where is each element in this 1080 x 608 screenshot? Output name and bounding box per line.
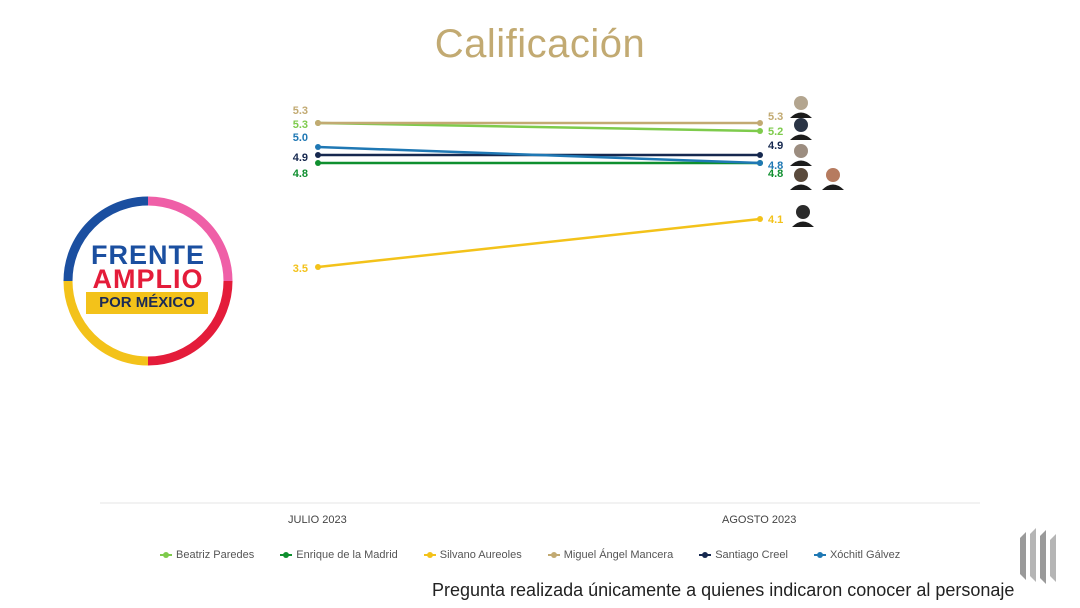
legend-swatch-icon [160,552,172,558]
series-point [315,160,321,166]
data-label: 4.9 [768,140,783,152]
legend-item-enrique-de-la-madrid[interactable]: Enrique de la Madrid [280,546,398,564]
avatars-layer [790,96,844,227]
avatar-head [794,96,808,110]
data-label: 3.5 [293,263,308,275]
avatar-head [796,205,810,219]
avatar-body [822,184,844,190]
avatar-body [790,134,812,140]
data-label: 4.8 [768,168,783,180]
avatar-head [826,168,840,182]
candidate-avatar [790,96,812,118]
data-label: 5.3 [293,105,308,117]
candidate-avatar [790,118,812,140]
series-line [317,145,761,165]
series-point [757,128,763,134]
footnote: Pregunta realizada únicamente a quienes … [432,580,1015,600]
avatar-body [790,160,812,166]
legend-swatch-icon [547,552,560,558]
series-point [315,120,321,126]
data-label: 5.3 [293,119,308,131]
legend-label: Beatriz Paredes [176,549,255,561]
legend-item-xochitl-galvez[interactable]: Xóchitl Gálvez [813,546,901,564]
series-line [317,121,761,133]
x-tick-label-julio: JULIO 2023 [288,514,347,526]
legend-item-silvano-aureoles[interactable]: Silvano Aureoles [423,546,522,564]
logo-line-amplio: AMPLIO [92,264,204,294]
legend-swatch-icon [280,552,293,558]
avatar-body [790,184,812,190]
avatar-body [792,221,814,227]
series-layer [315,120,763,270]
data-label: 4.8 [768,160,783,172]
candidate-avatar [822,168,844,190]
frente-amplio-logo [63,196,233,366]
series-point [757,216,763,222]
avatar-head [794,144,808,158]
series-point [757,120,763,126]
logo-line-frente: FRENTE [91,240,205,270]
data-label: 4.8 [293,168,308,180]
candidate-avatar [790,144,812,166]
legend-label: Miguel Ángel Mancera [563,549,674,561]
data-label: 5.2 [768,126,783,138]
legend-swatch-icon [813,552,826,558]
data-label: 5.0 [293,132,308,144]
legend-item-santiago-creel[interactable]: Santiago Creel [699,546,788,564]
candidate-avatar [790,168,812,190]
logo-line-por-mexico: POR MÉXICO [86,292,208,314]
legend-swatch-icon [423,552,436,558]
avatar-head [794,168,808,182]
avatar-head [794,118,808,132]
legend-swatch-icon [699,552,712,558]
series-point [757,152,763,158]
legend-item-beatriz-paredes[interactable]: Beatriz Paredes [160,546,254,564]
series-line [317,217,761,269]
legend-label: Santiago Creel [715,549,788,561]
data-label: 4.1 [768,214,783,226]
data-label: 4.9 [293,152,308,164]
x-tick-label-agosto: AGOSTO 2023 [722,514,797,526]
series-point [315,152,321,158]
candidate-avatar [792,205,814,227]
series-point [757,160,763,166]
legend: Beatriz Paredes Enrique de la Madrid Sil… [160,546,960,564]
chart-title: Calificación [434,22,646,66]
series-point [315,144,321,150]
avatar-body [790,112,812,118]
data-labels-layer: 5.35.24.8 4.83.54.15.3 5.34.94.95.04.8 [293,105,784,275]
watermark-icon [1020,528,1056,584]
series-point [315,264,321,270]
legend-label: Enrique de la Madrid [296,549,398,561]
legend-label: Silvano Aureoles [439,549,522,561]
legend-label: Xóchitl Gálvez [829,549,901,561]
legend-item-miguel-angel-mancera[interactable]: Miguel Ángel Mancera [547,546,674,564]
data-label: 5.3 [768,111,783,123]
